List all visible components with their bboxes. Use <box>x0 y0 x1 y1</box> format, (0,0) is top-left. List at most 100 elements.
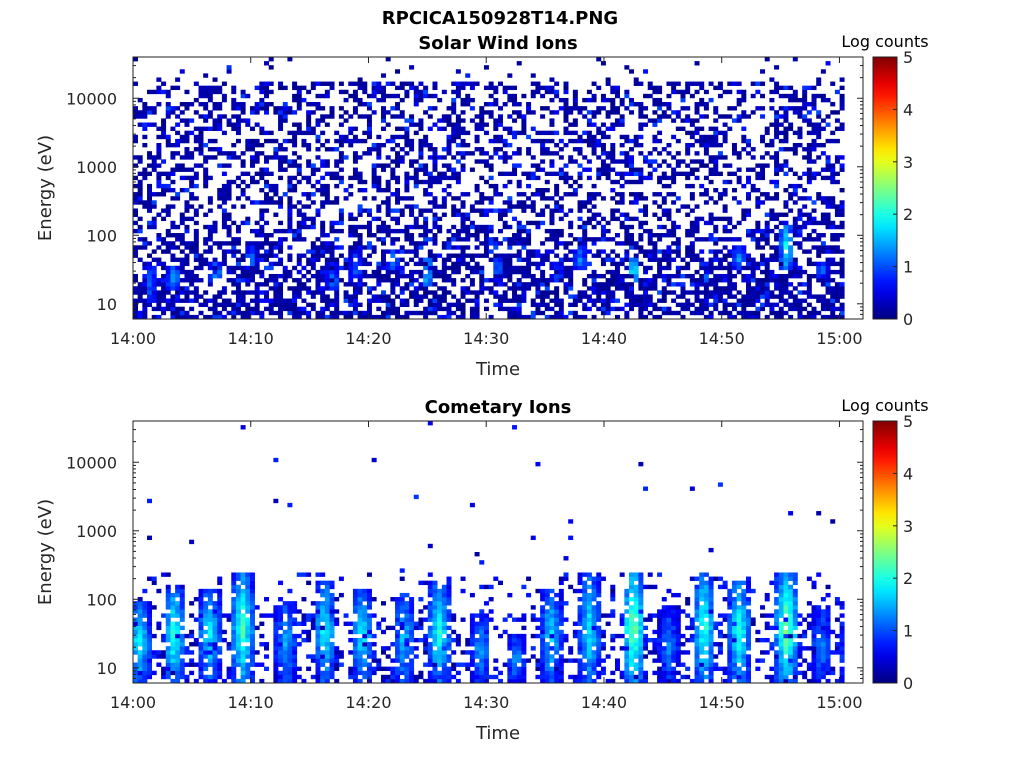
spectrogram-cell <box>451 269 457 275</box>
spectrogram-cell <box>451 278 457 283</box>
spectrogram-cell <box>549 265 555 271</box>
spectrogram-cell <box>792 273 798 279</box>
spectrogram-cell <box>268 183 274 189</box>
spectrogram-cell <box>713 249 719 254</box>
spectrogram-cell <box>170 609 176 614</box>
spectrogram-cell <box>624 93 630 99</box>
spectrogram-cell <box>198 597 204 602</box>
spectrogram-cell <box>694 286 700 291</box>
spectrogram-cell <box>409 65 415 70</box>
spectrogram-cell <box>133 642 138 647</box>
spectrogram-cell <box>249 179 255 185</box>
spectrogram-cell <box>207 85 213 91</box>
spectrogram-cell <box>675 241 681 246</box>
spectrogram-cell <box>722 138 728 144</box>
spectrogram-cell <box>259 106 265 111</box>
spectrogram-cell <box>357 241 363 246</box>
spectrogram-cell <box>165 633 171 639</box>
spectrogram-cell <box>558 257 564 262</box>
spectrogram-cell <box>217 102 223 107</box>
spectrogram-cell <box>572 237 578 242</box>
spectrogram-cell <box>221 151 227 156</box>
spectrogram-cell <box>287 130 293 136</box>
spectrogram-cell <box>769 122 775 127</box>
spectrogram-cell <box>390 306 396 312</box>
spectrogram-cell <box>189 629 195 635</box>
spectrogram-cell <box>268 245 274 250</box>
spectrogram-cell <box>717 114 723 119</box>
spectrogram-cell <box>432 122 438 127</box>
spectrogram-cell <box>736 155 742 160</box>
spectrogram-cell <box>451 122 457 127</box>
spectrogram-cell <box>685 85 691 91</box>
spectrogram-cell <box>722 298 728 303</box>
spectrogram-cell <box>189 192 195 197</box>
spectrogram-cell <box>273 674 279 680</box>
spectrogram-cell <box>488 110 494 115</box>
spectrogram-cell <box>507 200 513 205</box>
spectrogram-cell <box>352 159 358 164</box>
spectrogram-cell <box>708 212 714 217</box>
spectrogram-cell <box>399 110 405 115</box>
spectrogram-cell <box>535 138 541 144</box>
spectrogram-cell <box>498 282 503 287</box>
spectrogram-cell <box>329 175 335 181</box>
spectrogram-cell <box>165 228 171 234</box>
spectrogram-cell <box>830 249 836 254</box>
spectrogram-cell <box>713 257 719 262</box>
spectrogram-cell <box>413 269 419 275</box>
spectrogram-cell <box>329 110 335 115</box>
spectrogram-cell <box>310 130 316 136</box>
spectrogram-cell <box>170 625 176 631</box>
spectrogram-cell <box>432 241 438 246</box>
spectrogram-cell <box>264 138 270 144</box>
spectrogram-cell <box>558 278 564 283</box>
spectrogram-cell <box>184 633 190 639</box>
spectrogram-cell <box>816 114 822 119</box>
spectrogram-cell <box>839 286 845 291</box>
spectrogram-cell <box>493 253 499 258</box>
spectrogram-cell <box>249 163 255 168</box>
spectrogram-cell <box>189 306 195 312</box>
spectrogram-cell <box>605 253 611 258</box>
spectrogram-cell <box>446 228 452 234</box>
spectrogram-cell <box>797 282 803 287</box>
spectrogram-cell <box>820 175 826 181</box>
spectrogram-cell <box>451 138 457 144</box>
spectrogram-cell <box>175 138 181 144</box>
spectrogram-cell <box>156 621 162 626</box>
spectrogram-cell <box>834 314 840 320</box>
spectrogram-cell <box>207 613 213 618</box>
spectrogram-cell <box>839 273 845 279</box>
spectrogram-cell <box>282 265 288 271</box>
spectrogram-cell <box>362 89 368 95</box>
spectrogram-cell <box>427 183 433 189</box>
spectrogram-cell <box>755 171 761 177</box>
spectrogram-cell <box>788 85 794 91</box>
spectrogram-cell <box>437 97 443 103</box>
spectrogram-cell <box>451 102 457 107</box>
spectrogram-cell <box>731 245 737 250</box>
spectrogram-cell <box>675 294 681 299</box>
spectrogram-cell <box>137 625 143 631</box>
spectrogram-cell <box>675 89 681 95</box>
spectrogram-cell <box>755 245 761 250</box>
spectrogram-cell <box>207 597 213 602</box>
spectrogram-cell <box>736 89 742 95</box>
spectrogram-cell <box>624 65 630 70</box>
spectrogram-cell <box>680 273 686 279</box>
spectrogram-cell <box>296 224 302 230</box>
spectrogram-cell <box>811 126 817 131</box>
spectrogram-cell <box>446 142 452 148</box>
spectrogram-cell <box>816 269 822 275</box>
spectrogram-cell <box>287 204 293 209</box>
spectrogram-cell <box>296 269 302 275</box>
spectrogram-cell <box>133 114 138 119</box>
spectrogram-cell <box>151 192 157 197</box>
spectrogram-cell <box>133 155 138 160</box>
spectrogram-cell <box>493 294 499 299</box>
spectrogram-cell <box>446 106 452 111</box>
spectrogram-cell <box>212 650 218 655</box>
spectrogram-cell <box>235 629 241 635</box>
spectrogram-cell <box>184 200 190 205</box>
